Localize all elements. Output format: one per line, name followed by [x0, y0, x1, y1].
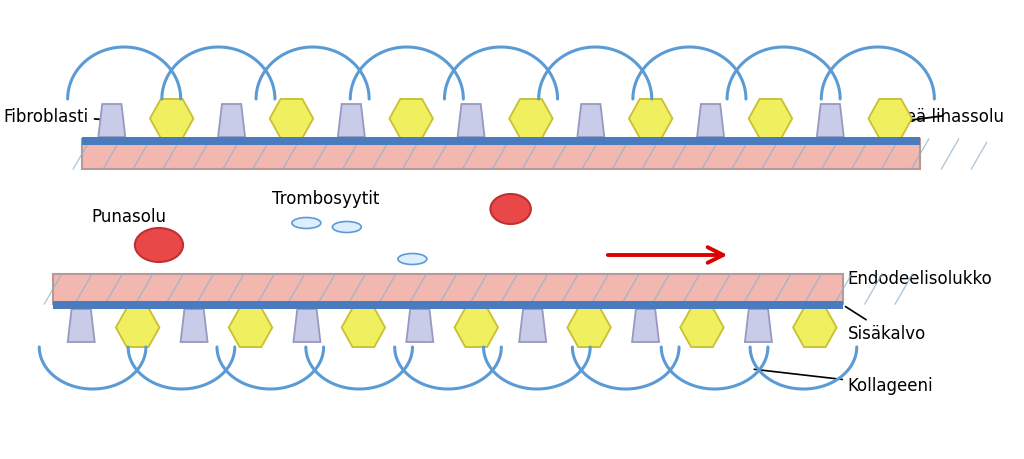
Bar	[53, 302, 843, 309]
Polygon shape	[817, 105, 844, 138]
Polygon shape	[632, 309, 659, 342]
Polygon shape	[458, 105, 484, 138]
Polygon shape	[98, 105, 125, 138]
Polygon shape	[509, 100, 553, 139]
Polygon shape	[744, 309, 772, 342]
Polygon shape	[389, 100, 433, 139]
Polygon shape	[294, 309, 321, 342]
Text: Fibroblasti: Fibroblasti	[4, 107, 114, 125]
Bar	[82, 138, 921, 145]
Polygon shape	[180, 309, 208, 342]
Polygon shape	[793, 308, 837, 347]
Polygon shape	[269, 100, 313, 139]
Polygon shape	[629, 100, 673, 139]
Polygon shape	[868, 100, 912, 139]
Text: Sisäkalvo: Sisäkalvo	[846, 307, 926, 342]
Polygon shape	[116, 308, 160, 347]
Polygon shape	[228, 308, 272, 347]
Ellipse shape	[333, 222, 361, 233]
Polygon shape	[567, 308, 611, 347]
Polygon shape	[218, 105, 245, 138]
Polygon shape	[680, 308, 724, 347]
Ellipse shape	[398, 254, 427, 265]
Polygon shape	[342, 308, 385, 347]
Polygon shape	[455, 308, 498, 347]
Polygon shape	[697, 105, 724, 138]
Polygon shape	[338, 105, 365, 138]
Polygon shape	[150, 100, 194, 139]
Bar	[53, 274, 843, 304]
Polygon shape	[68, 309, 94, 342]
Polygon shape	[578, 105, 604, 138]
Polygon shape	[519, 309, 546, 342]
Polygon shape	[749, 100, 793, 139]
Ellipse shape	[490, 195, 530, 224]
Polygon shape	[407, 309, 433, 342]
Text: Trombosyytit: Trombosyytit	[272, 190, 379, 207]
Text: Endodeelisolukko: Endodeelisolukko	[848, 269, 992, 287]
Text: Punasolu: Punasolu	[91, 207, 167, 225]
Bar	[82, 140, 921, 170]
Text: Sileä lihassolu: Sileä lihassolu	[887, 107, 1005, 125]
Ellipse shape	[135, 229, 183, 263]
Ellipse shape	[292, 218, 321, 229]
Text: Kollageeni: Kollageeni	[755, 369, 934, 394]
